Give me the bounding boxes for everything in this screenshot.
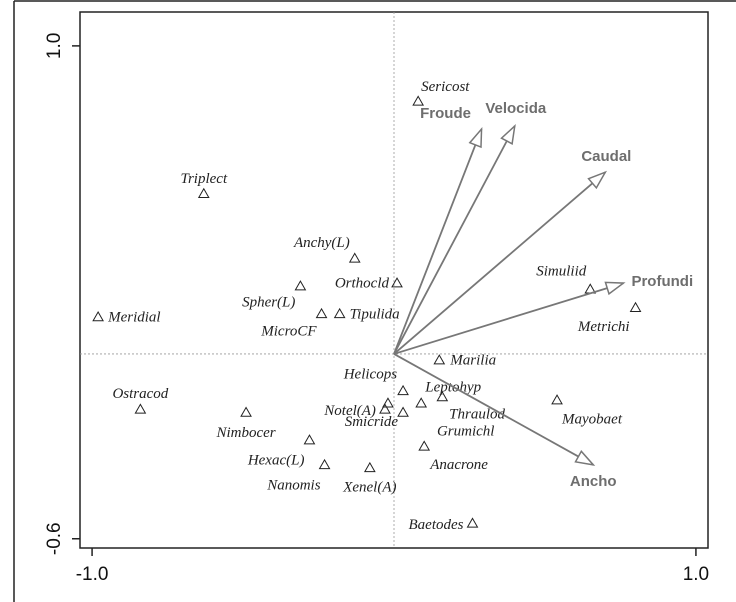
arrow <box>393 282 624 355</box>
x-tick-label: 1.0 <box>683 564 709 585</box>
point <box>415 397 428 408</box>
point <box>348 252 361 263</box>
arrow <box>393 353 594 466</box>
point-label: Ostracod <box>112 386 168 402</box>
point-label: Spher(L) <box>242 295 295 311</box>
point-label: Sericost <box>421 79 470 95</box>
point <box>315 307 328 319</box>
point-label: Baetodes <box>409 517 464 533</box>
point <box>418 440 431 451</box>
point <box>134 403 147 414</box>
point <box>382 397 394 408</box>
point-label: Smicride <box>345 414 399 430</box>
point <box>318 458 331 470</box>
point <box>379 403 391 414</box>
arrow-head <box>500 123 516 145</box>
y-tick-label: 1.0 <box>44 33 65 59</box>
arrow-head <box>604 281 626 296</box>
point <box>363 461 376 473</box>
point <box>629 301 642 312</box>
point <box>197 187 210 198</box>
point <box>551 394 563 405</box>
point-label: Metrichi <box>577 319 630 335</box>
arrow-label: Froude <box>420 105 471 122</box>
point <box>92 310 104 322</box>
point-label: Nimbocer <box>215 425 275 441</box>
point-label: Nanomis <box>266 477 321 493</box>
point-label: Mayobaet <box>561 412 623 428</box>
point <box>466 517 479 528</box>
point <box>303 434 316 445</box>
point <box>391 277 403 288</box>
arrow-label: Profundi <box>631 273 693 290</box>
point <box>412 95 425 106</box>
point <box>433 354 446 365</box>
point-label: Helicops <box>343 366 397 382</box>
point <box>240 406 252 417</box>
point-label: Anchy(L) <box>293 235 350 251</box>
arrow-head <box>468 126 483 149</box>
point-label: Xenel(A) <box>342 479 396 495</box>
arrow <box>393 125 516 355</box>
point <box>397 384 409 396</box>
point-label: Meridial <box>107 309 161 325</box>
point <box>436 391 449 402</box>
point-label: Anacrone <box>429 457 488 473</box>
point-label: Tipulida <box>350 306 400 322</box>
point-label: Notel(A) <box>323 403 376 419</box>
point-label: Hexac(L) <box>247 453 305 469</box>
point-label: Marilia <box>449 353 496 369</box>
x-tick-label: -1.0 <box>76 564 109 585</box>
point <box>397 406 409 417</box>
point-label: Thraulod <box>449 407 505 423</box>
arrow-head <box>574 450 596 466</box>
y-tick-label: -0.6 <box>44 522 65 555</box>
arrow-label: Ancho <box>570 473 617 490</box>
point <box>294 280 307 291</box>
point-label: Simuliid <box>536 264 587 280</box>
arrow <box>393 171 606 355</box>
point <box>333 307 346 319</box>
arrow-label: Velocida <box>485 100 547 117</box>
point-label: Orthocld <box>335 276 390 292</box>
arrow-label: Caudal <box>581 148 631 165</box>
arrow-head <box>587 170 608 190</box>
point-label: MicroCF <box>260 323 317 339</box>
point-label: Triplect <box>180 171 228 187</box>
arrow <box>393 128 483 355</box>
point-label: Grumichl <box>437 424 495 440</box>
